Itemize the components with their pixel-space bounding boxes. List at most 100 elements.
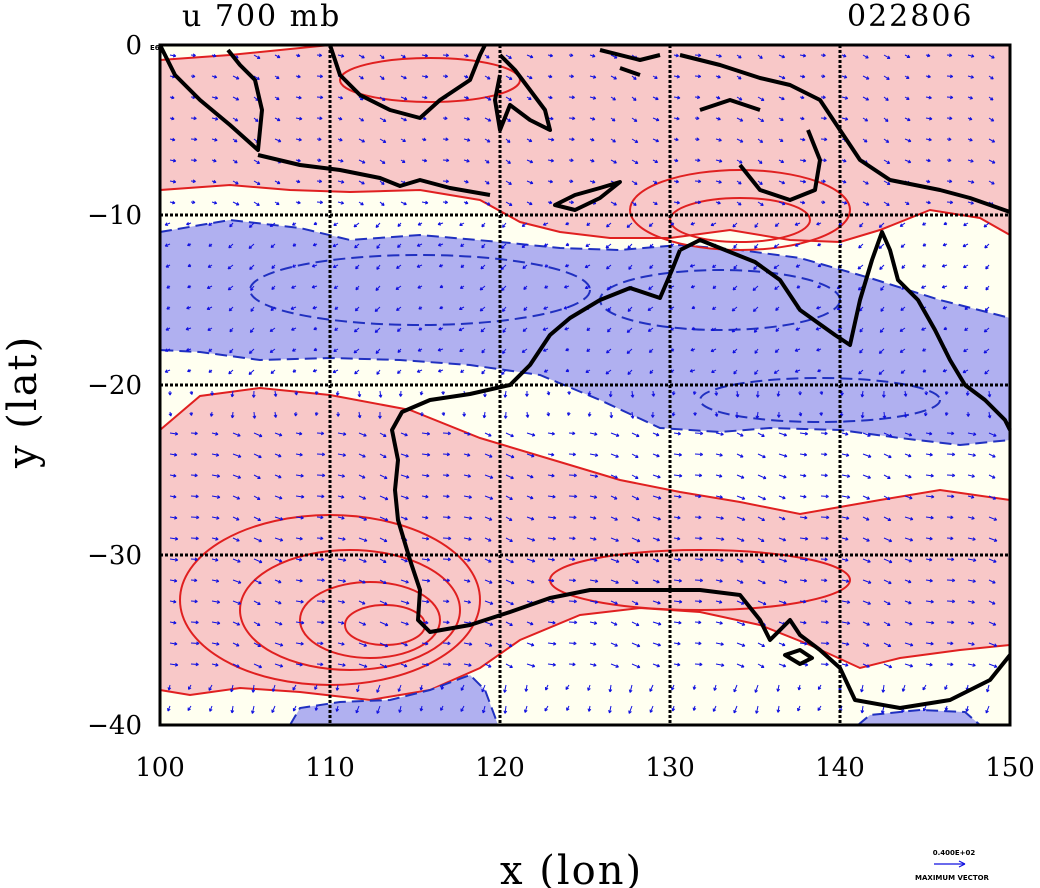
- wind-vector: [922, 684, 927, 691]
- wind-vector: [274, 495, 283, 500]
- wind-vector: [437, 348, 444, 352]
- wind-vector: [358, 558, 367, 563]
- wind-vector: [379, 201, 385, 206]
- wind-vector: [253, 495, 261, 500]
- wind-vector: [652, 96, 659, 101]
- wind-vector: [736, 54, 742, 59]
- wind-vector: [460, 705, 465, 712]
- wind-vector: [778, 432, 788, 437]
- wind-vector: [778, 75, 786, 80]
- wind-vector: [799, 515, 808, 520]
- wind-vector: [229, 348, 234, 354]
- wind-vector: [524, 684, 529, 692]
- wind-vector: [253, 201, 260, 206]
- wind-vector: [437, 368, 444, 373]
- wind-vector: [358, 138, 366, 143]
- wind-vector: [316, 578, 326, 583]
- wind-vector: [626, 222, 633, 228]
- wind-vector: [757, 180, 763, 185]
- wind-vector: [694, 74, 702, 79]
- y-tick-label: −20: [87, 371, 142, 401]
- wind-vector: [883, 474, 891, 479]
- grid: [160, 45, 1010, 725]
- wind-vector: [841, 642, 850, 646]
- wind-vector: [778, 201, 786, 206]
- wind-vector: [715, 516, 724, 520]
- wind-vector: [376, 684, 381, 693]
- wind-vector: [376, 705, 381, 714]
- wind-vector: [631, 432, 640, 438]
- wind-vector: [736, 138, 744, 143]
- wind-vector: [523, 285, 528, 290]
- wind-vector: [295, 95, 302, 100]
- wind-vector: [522, 327, 528, 333]
- wind-vector: [880, 285, 885, 291]
- wind-vector: [316, 158, 322, 163]
- wind-vector: [610, 75, 617, 80]
- wind-vector: [732, 285, 738, 291]
- wind-vector: [904, 117, 911, 122]
- wind-vector: [189, 411, 194, 416]
- wind-vector: [589, 495, 598, 499]
- wind-vector: [691, 326, 696, 331]
- wind-vector: [652, 558, 660, 563]
- y-tick-label: −30: [87, 541, 142, 571]
- wind-vector: [169, 95, 175, 100]
- wind-vector: [565, 347, 570, 352]
- wind-vector: [988, 138, 996, 143]
- wind-vector: [274, 600, 282, 605]
- wind-vector: [648, 285, 654, 290]
- wind-vector: [274, 621, 283, 626]
- wind-vector: [230, 390, 235, 398]
- wind-vector: [985, 285, 990, 291]
- wind-vector: [820, 53, 826, 58]
- wind-vector: [965, 390, 970, 396]
- wind-vector: [316, 641, 324, 646]
- wind-vector: [715, 642, 724, 646]
- wind-vector: [966, 411, 971, 417]
- wind-vector: [168, 411, 173, 417]
- wind-vector: [967, 180, 975, 184]
- wind-vector: [484, 453, 493, 458]
- wind-vector: [650, 411, 655, 418]
- wind-vector: [673, 599, 683, 604]
- wind-vector: [442, 641, 451, 646]
- wind-vector: [922, 369, 927, 373]
- wind-vector: [439, 284, 444, 289]
- wind-vector: [670, 327, 675, 331]
- wind-vector: [904, 138, 912, 143]
- wind-vector: [862, 75, 870, 80]
- wind-vector: [694, 662, 703, 667]
- wind-vector: [190, 662, 199, 667]
- wind-vector: [253, 600, 261, 605]
- wind-vector: [337, 495, 345, 499]
- wind-vector: [376, 369, 381, 375]
- wind-vector: [652, 117, 660, 122]
- wind-vector: [210, 390, 214, 396]
- wind-vector: [295, 578, 303, 583]
- plot-frame: [158, 43, 1012, 727]
- wind-vector: [186, 221, 192, 226]
- wind-vector: [773, 264, 780, 269]
- wind-vector: [544, 705, 549, 712]
- wind-vector: [881, 684, 886, 693]
- wind-vector: [563, 284, 570, 289]
- wind-vector: [799, 578, 808, 583]
- wind-vector: [442, 179, 449, 184]
- wind-vector: [610, 201, 617, 206]
- wind-vector: [442, 200, 449, 205]
- wind-vector: [925, 494, 935, 499]
- wind-vector: [610, 600, 618, 605]
- wind-vector: [358, 537, 368, 542]
- wind-vector: [544, 285, 549, 289]
- wind-vector: [694, 95, 701, 100]
- wind-vector: [631, 537, 641, 543]
- wind-vector: [903, 390, 908, 397]
- wind-vector: [253, 579, 262, 585]
- wind-vector: [521, 348, 528, 354]
- wind-vector: [794, 369, 801, 373]
- wind-vector: [589, 558, 598, 562]
- wind-vector: [944, 705, 949, 711]
- wind-vector: [647, 327, 654, 332]
- wind-vector: [211, 495, 221, 499]
